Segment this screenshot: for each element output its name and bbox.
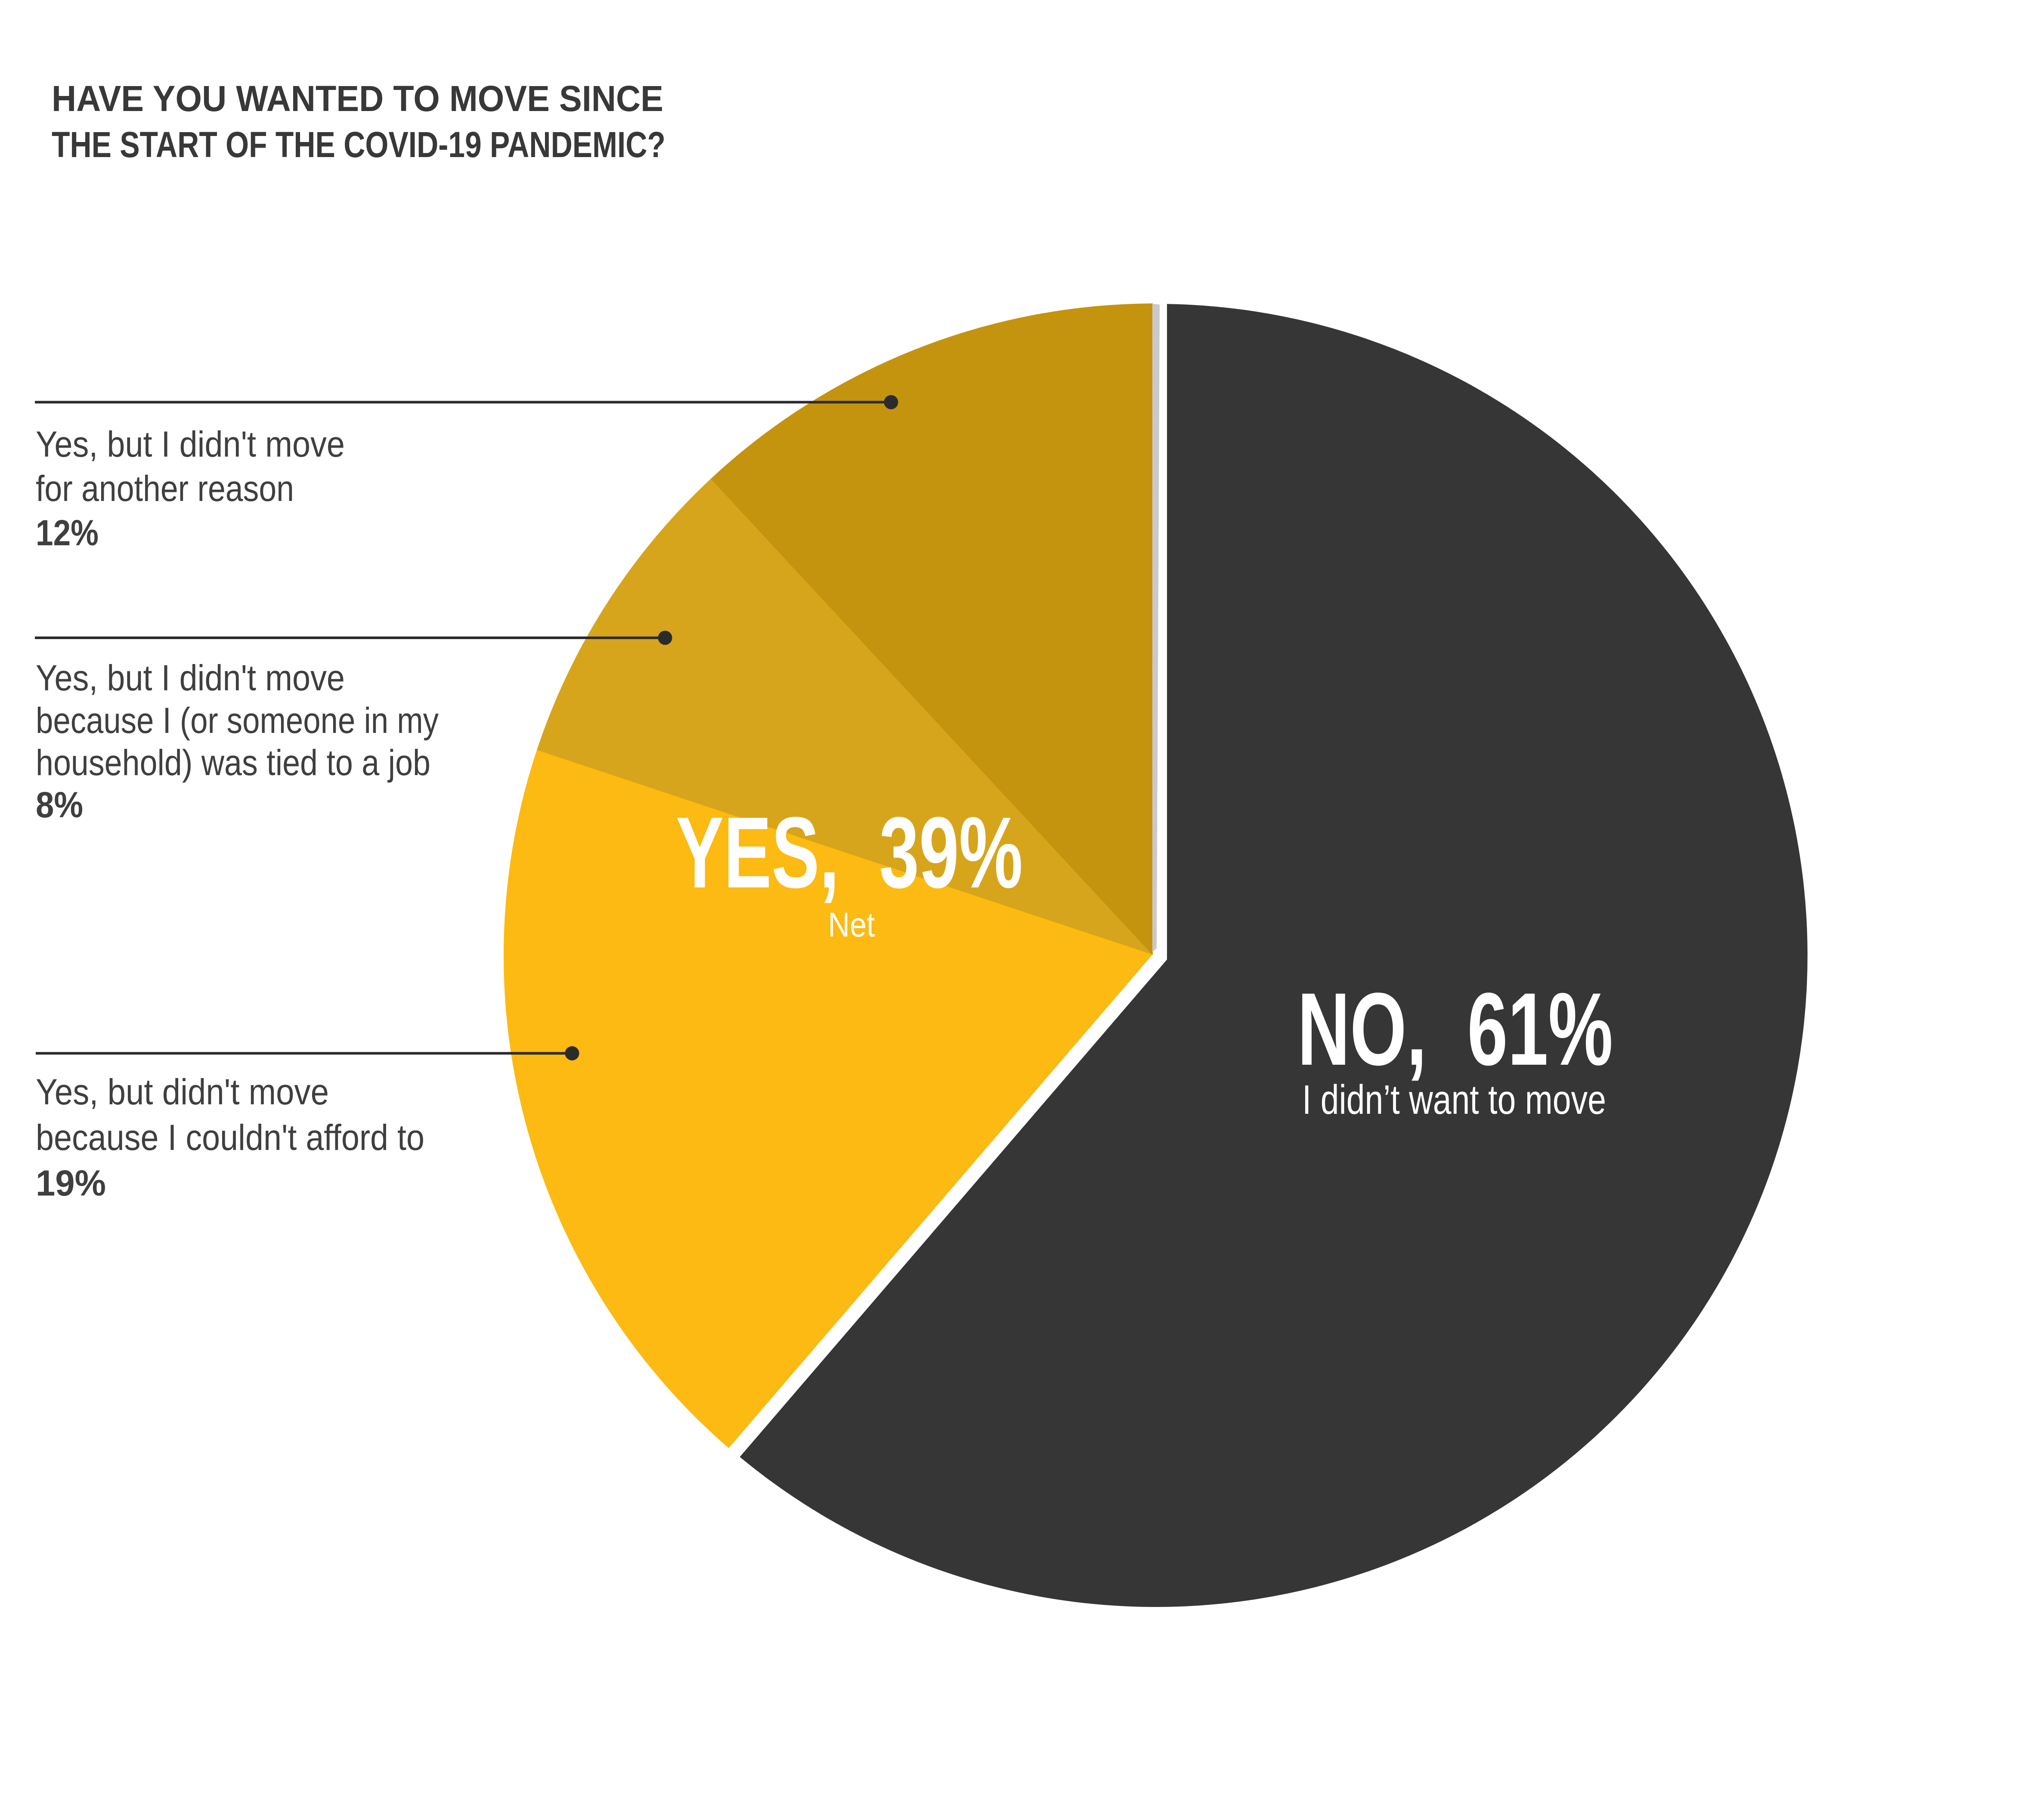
svg-text:for another reason: for another reason <box>36 468 294 509</box>
svg-text:NO, 61%: NO, 61% <box>1297 971 1613 1087</box>
svg-text:Yes, but I didn't move: Yes, but I didn't move <box>36 424 345 464</box>
svg-text:19%: 19% <box>36 1163 106 1203</box>
svg-text:YES, 39%: YES, 39% <box>676 796 1023 909</box>
svg-text:because I couldn't afford to: because I couldn't afford to <box>36 1117 424 1158</box>
svg-text:12%: 12% <box>36 513 99 553</box>
svg-text:because I (or someone in my: because I (or someone in my <box>36 700 439 741</box>
svg-text:household) was tied to a job: household) was tied to a job <box>36 742 430 783</box>
svg-text:Yes, but I didn't move: Yes, but I didn't move <box>36 658 345 698</box>
svg-text:Yes, but didn't move: Yes, but didn't move <box>36 1072 329 1112</box>
svg-text:HAVE YOU WANTED TO MOVE SINCE: HAVE YOU WANTED TO MOVE SINCE <box>52 78 663 119</box>
svg-text:Net: Net <box>828 905 875 944</box>
svg-text:8%: 8% <box>36 785 83 825</box>
svg-text:I didn’t want to move: I didn’t want to move <box>1302 1077 1606 1123</box>
svg-text:THE START OF THE COVID-19 PAND: THE START OF THE COVID-19 PANDEMIC? <box>52 124 665 165</box>
